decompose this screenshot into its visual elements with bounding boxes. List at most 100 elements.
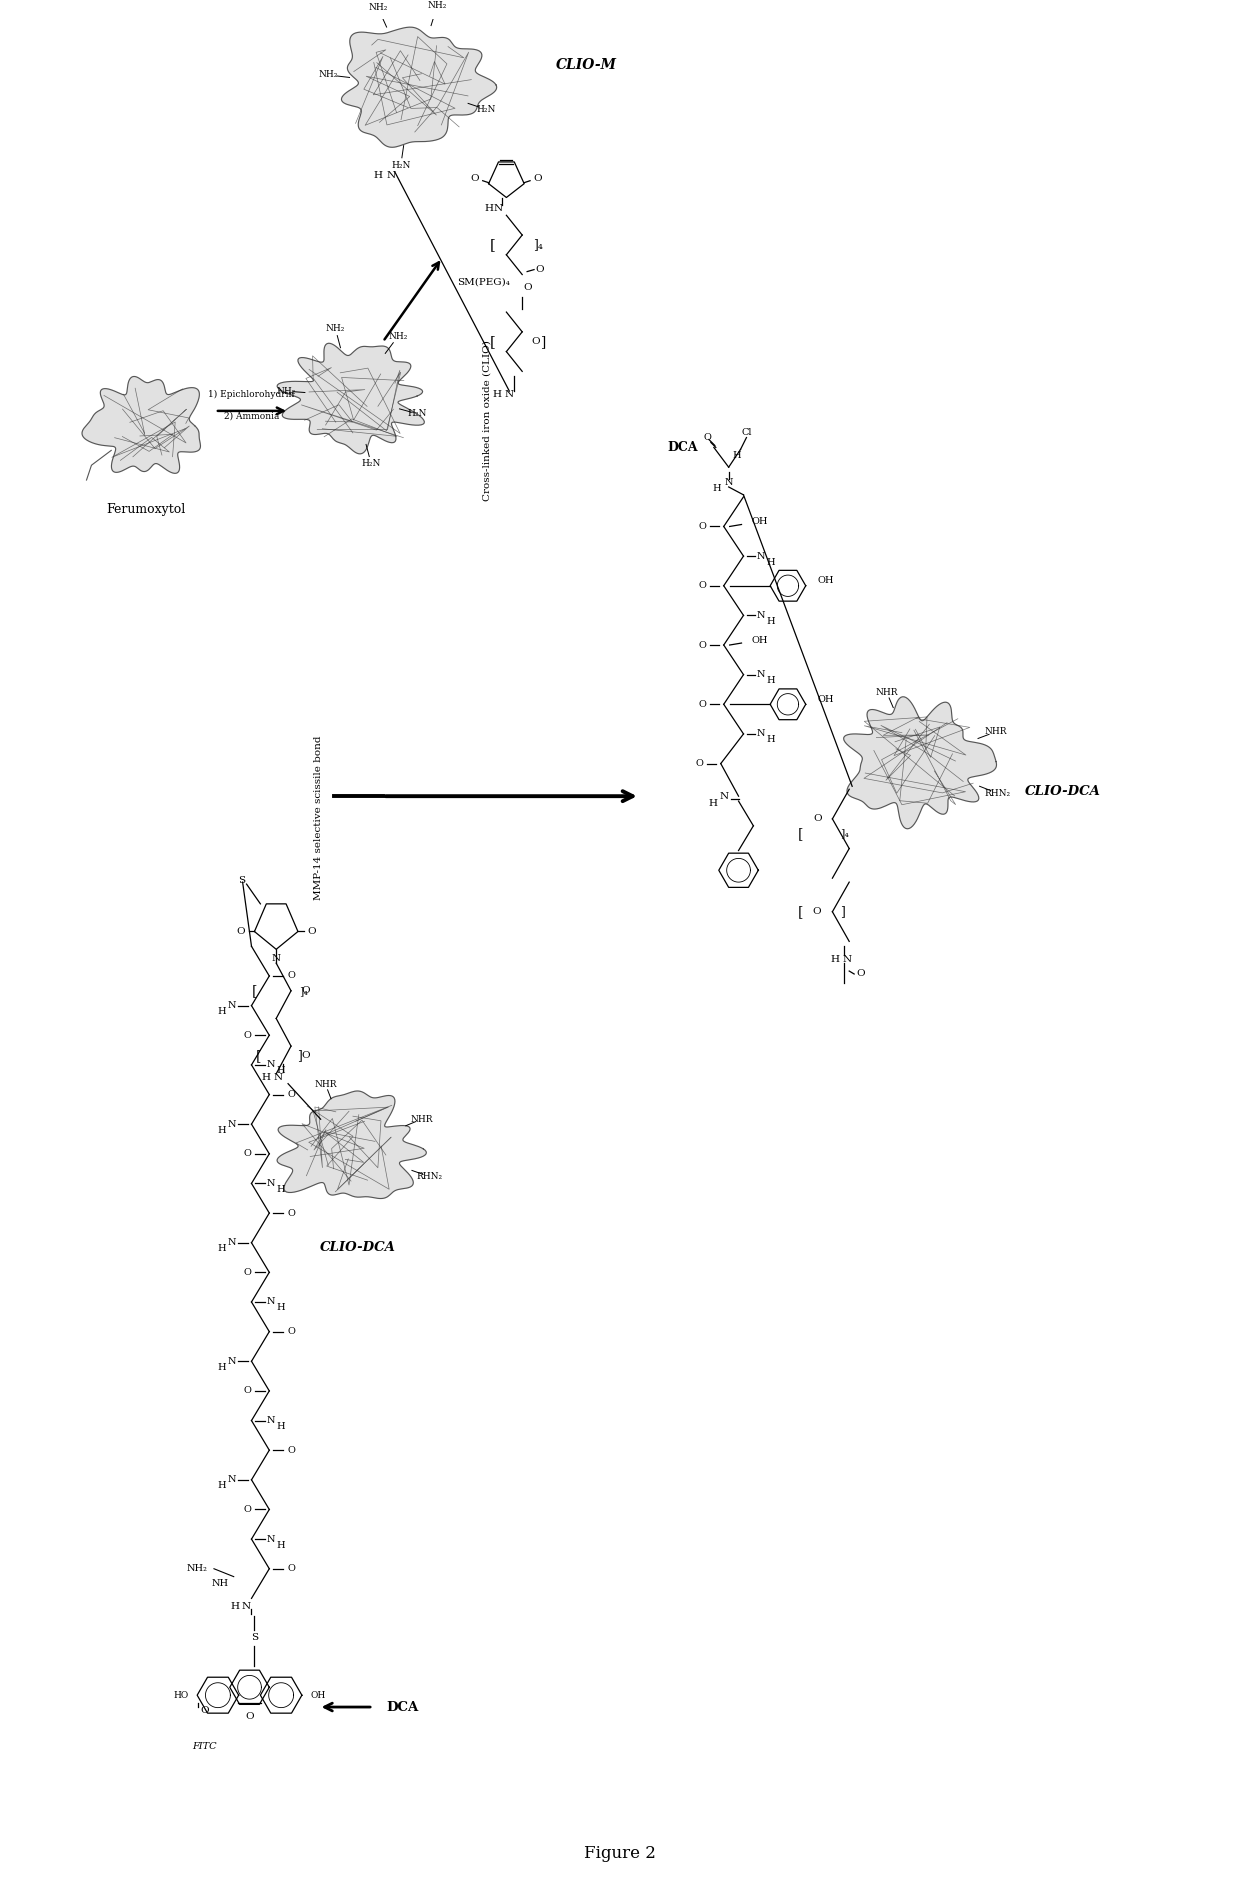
Text: NH₂: NH₂ [368, 4, 388, 13]
Text: O: O [288, 971, 295, 980]
Text: H: H [492, 390, 501, 399]
Text: ]: ] [298, 1050, 303, 1063]
Text: H: H [831, 955, 839, 963]
Polygon shape [341, 26, 497, 148]
Polygon shape [277, 342, 424, 454]
Text: N: N [272, 954, 280, 963]
Text: O: O [288, 1209, 295, 1218]
Text: [: [ [490, 335, 496, 348]
Text: NHR: NHR [875, 689, 898, 696]
Text: N: N [719, 791, 728, 800]
Text: O: O [237, 927, 246, 937]
Text: O: O [857, 969, 866, 978]
Text: 2) Ammonia: 2) Ammonia [223, 411, 279, 420]
Text: H₂N: H₂N [361, 458, 381, 467]
Text: O: O [243, 1504, 252, 1514]
Text: O: O [813, 814, 822, 823]
Text: O: O [698, 522, 706, 532]
Text: N: N [386, 172, 396, 180]
Text: O: O [301, 1052, 310, 1061]
Text: H: H [217, 1245, 226, 1253]
Text: H: H [484, 204, 494, 214]
Text: NH₂: NH₂ [319, 70, 339, 79]
Text: H: H [766, 558, 775, 566]
Text: S: S [250, 1633, 258, 1642]
Text: O: O [536, 265, 544, 274]
Text: O: O [523, 284, 532, 291]
Text: NH₂: NH₂ [428, 2, 446, 9]
Text: O: O [301, 986, 310, 995]
Text: O: O [246, 1712, 254, 1722]
Text: H: H [766, 617, 775, 626]
Text: O: O [470, 174, 479, 184]
Text: NH₂: NH₂ [326, 324, 345, 333]
Text: O: O [288, 1445, 295, 1455]
Text: H: H [262, 1073, 270, 1082]
Text: N: N [758, 670, 765, 679]
Text: H: H [277, 1540, 285, 1550]
Text: Cross-linked iron oxide (CLIO): Cross-linked iron oxide (CLIO) [482, 341, 491, 501]
Text: MMP-14 selective scissile bond: MMP-14 selective scissile bond [314, 736, 324, 901]
Text: CLIO-DCA: CLIO-DCA [320, 1241, 396, 1254]
Text: Ferumoxytol: Ferumoxytol [107, 503, 186, 517]
Text: H: H [277, 1304, 285, 1313]
Text: Figure 2: Figure 2 [584, 1845, 656, 1862]
Polygon shape [277, 1092, 427, 1198]
Text: [: [ [252, 984, 257, 997]
Text: CLIO-DCA: CLIO-DCA [1025, 785, 1101, 798]
Text: H: H [277, 1423, 285, 1430]
Text: OH: OH [311, 1691, 326, 1699]
Text: NHR: NHR [315, 1080, 337, 1090]
Text: H₂N: H₂N [477, 106, 496, 114]
Text: O: O [698, 641, 706, 649]
Text: N: N [227, 1237, 236, 1247]
Text: O: O [243, 1387, 252, 1396]
Text: N: N [494, 204, 503, 214]
Text: H: H [733, 450, 740, 460]
Text: [: [ [255, 1048, 262, 1063]
Text: O: O [703, 433, 711, 443]
Text: N: N [267, 1060, 275, 1069]
Text: OH: OH [817, 694, 835, 704]
Text: 1) Epichlorohydrin: 1) Epichlorohydrin [208, 390, 295, 399]
Text: O: O [696, 759, 703, 768]
Text: [: [ [490, 238, 496, 252]
Text: H₂N: H₂N [408, 409, 427, 418]
Text: O: O [243, 1268, 252, 1277]
Text: ]₄: ]₄ [839, 829, 848, 838]
Text: FITC: FITC [192, 1743, 217, 1752]
Text: OH: OH [751, 517, 768, 526]
Text: N: N [227, 1001, 236, 1010]
Text: O: O [308, 927, 316, 937]
Text: DCA: DCA [667, 441, 698, 454]
Text: NH₂: NH₂ [187, 1565, 207, 1574]
Text: O: O [532, 337, 541, 346]
Text: N: N [758, 730, 765, 738]
Text: N: N [724, 477, 733, 486]
Text: O: O [288, 1565, 295, 1574]
Text: O: O [698, 581, 706, 590]
Text: O: O [201, 1705, 210, 1714]
Text: [: [ [799, 904, 804, 920]
Text: RHN₂: RHN₂ [417, 1171, 443, 1181]
Text: H: H [708, 798, 718, 808]
Text: S: S [238, 876, 246, 885]
Text: Cl: Cl [742, 428, 751, 437]
Text: N: N [267, 1179, 275, 1188]
Text: O: O [288, 1326, 295, 1336]
Text: N: N [227, 1476, 236, 1485]
Text: SM(PEG)₄: SM(PEG)₄ [458, 278, 510, 288]
Text: N: N [227, 1357, 236, 1366]
Text: O: O [243, 1148, 252, 1158]
Text: N: N [274, 1073, 283, 1082]
Text: H: H [766, 675, 775, 685]
Text: NHR: NHR [410, 1114, 433, 1124]
Text: H: H [217, 1126, 226, 1135]
Text: N: N [758, 552, 765, 560]
Text: N: N [267, 1534, 275, 1544]
Text: H₂N: H₂N [391, 161, 410, 170]
Text: ]₄: ]₄ [299, 986, 309, 995]
Polygon shape [82, 377, 201, 473]
Text: NH₂: NH₂ [277, 386, 296, 395]
Text: H: H [231, 1603, 239, 1610]
